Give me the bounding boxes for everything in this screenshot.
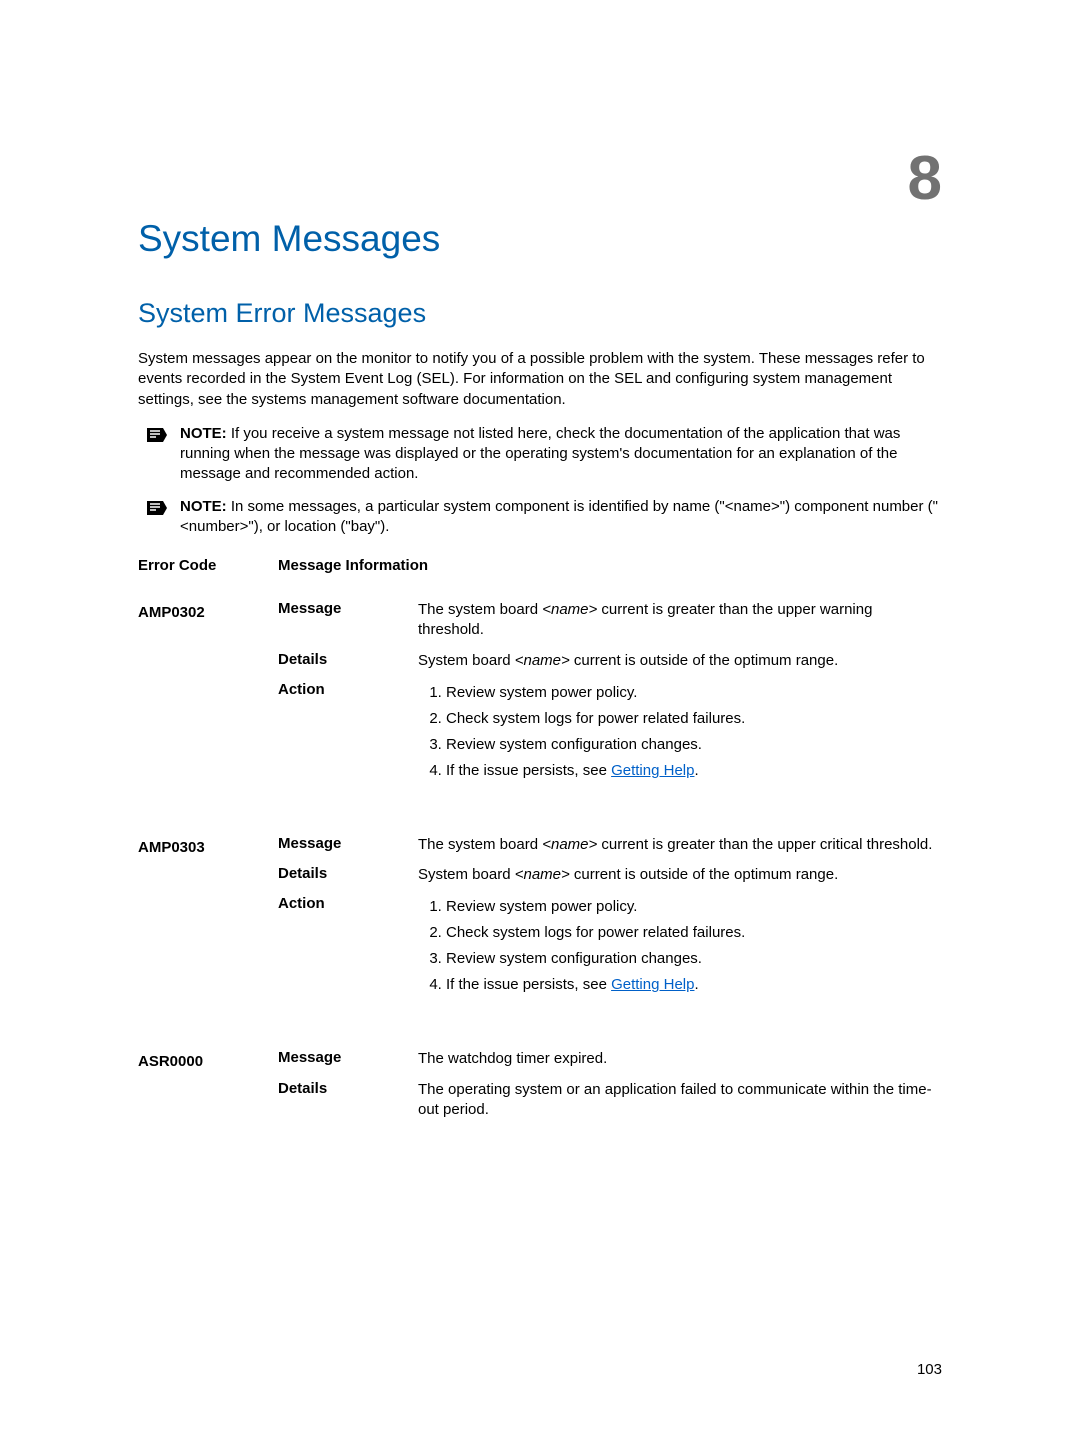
info-row-action: Action Review system power policy. Check…: [278, 895, 942, 999]
action-item: Review system configuration changes.: [446, 947, 942, 971]
getting-help-link[interactable]: Getting Help: [611, 976, 694, 993]
note-body: In some messages, a particular system co…: [180, 498, 938, 535]
det-name: <name>: [515, 652, 570, 669]
det-after: current is outside of the optimum range.: [570, 652, 838, 669]
label-message: Message: [278, 600, 418, 617]
note-block: NOTE: In some messages, a particular sys…: [138, 497, 942, 538]
value-action: Review system power policy. Check system…: [418, 895, 942, 999]
note-text: NOTE: If you receive a system message no…: [180, 424, 942, 485]
intro-paragraph: System messages appear on the monitor to…: [138, 349, 942, 410]
info-row-message: Message The watchdog timer expired.: [278, 1049, 942, 1069]
value-message: The system board <name> current is great…: [418, 600, 942, 641]
chapter-title: System Messages: [138, 218, 942, 260]
error-entry: ASR0000 Message The watchdog timer expir…: [138, 1039, 942, 1130]
note-block: NOTE: If you receive a system message no…: [138, 424, 942, 485]
error-code: AMP0302: [138, 590, 278, 795]
error-entry: AMP0302 Message The system board <name> …: [138, 590, 942, 795]
header-error-code: Error Code: [138, 557, 278, 574]
msg-before: The system board: [418, 601, 542, 618]
note-icon: [146, 425, 168, 445]
error-entry: AMP0303 Message The system board <name> …: [138, 825, 942, 1010]
error-body: Message The watchdog timer expired. Deta…: [278, 1039, 942, 1130]
info-row-message: Message The system board <name> current …: [278, 600, 942, 641]
info-row-action: Action Review system power policy. Check…: [278, 681, 942, 785]
msg-name: <name>: [542, 601, 597, 618]
action-suffix: .: [694, 976, 698, 993]
msg-after: current is greater than the upper critic…: [597, 836, 932, 853]
action-list: Review system power policy. Check system…: [418, 895, 942, 997]
value-details: System board <name> current is outside o…: [418, 865, 942, 885]
action-suffix: .: [694, 762, 698, 779]
label-message: Message: [278, 1049, 418, 1066]
msg-name: <name>: [542, 836, 597, 853]
info-row-message: Message The system board <name> current …: [278, 835, 942, 855]
action-item: Review system power policy.: [446, 895, 942, 919]
label-details: Details: [278, 651, 418, 668]
value-message: The watchdog timer expired.: [418, 1049, 942, 1069]
action-item: Check system logs for power related fail…: [446, 921, 942, 945]
det-before: System board: [418, 866, 515, 883]
msg-before: The system board: [418, 836, 542, 853]
page-number: 103: [917, 1361, 942, 1378]
action-item: Review system power policy.: [446, 681, 942, 705]
getting-help-link[interactable]: Getting Help: [611, 762, 694, 779]
action-prefix: If the issue persists, see: [446, 976, 611, 993]
section-title: System Error Messages: [138, 298, 942, 329]
value-details: System board <name> current is outside o…: [418, 651, 942, 671]
value-details: The operating system or an application f…: [418, 1080, 942, 1121]
det-before: System board: [418, 652, 515, 669]
action-prefix: If the issue persists, see: [446, 762, 611, 779]
action-item: Review system configuration changes.: [446, 733, 942, 757]
label-action: Action: [278, 681, 418, 698]
label-action: Action: [278, 895, 418, 912]
note-text: NOTE: In some messages, a particular sys…: [180, 497, 942, 538]
info-row-details: Details System board <name> current is o…: [278, 651, 942, 671]
error-code: AMP0303: [138, 825, 278, 1010]
value-message: The system board <name> current is great…: [418, 835, 942, 855]
label-details: Details: [278, 1080, 418, 1097]
label-details: Details: [278, 865, 418, 882]
error-table: Error Code Message Information AMP0302 M…: [138, 557, 942, 1130]
action-item: Check system logs for power related fail…: [446, 707, 942, 731]
header-message-info: Message Information: [278, 557, 942, 574]
action-item: If the issue persists, see Getting Help.: [446, 973, 942, 997]
note-body: If you receive a system message not list…: [180, 425, 900, 483]
error-body: Message The system board <name> current …: [278, 590, 942, 795]
info-row-details: Details System board <name> current is o…: [278, 865, 942, 885]
info-row-details: Details The operating system or an appli…: [278, 1080, 942, 1121]
error-table-header: Error Code Message Information: [138, 557, 942, 574]
document-page: 8 System Messages System Error Messages …: [0, 0, 1080, 1434]
chapter-number: 8: [908, 148, 942, 210]
action-list: Review system power policy. Check system…: [418, 681, 942, 783]
note-label: NOTE:: [180, 425, 227, 442]
error-body: Message The system board <name> current …: [278, 825, 942, 1010]
error-code: ASR0000: [138, 1039, 278, 1130]
det-after: current is outside of the optimum range.: [570, 866, 838, 883]
label-message: Message: [278, 835, 418, 852]
value-action: Review system power policy. Check system…: [418, 681, 942, 785]
action-item: If the issue persists, see Getting Help.: [446, 759, 942, 783]
det-name: <name>: [515, 866, 570, 883]
note-label: NOTE:: [180, 498, 227, 515]
note-icon: [146, 498, 168, 518]
